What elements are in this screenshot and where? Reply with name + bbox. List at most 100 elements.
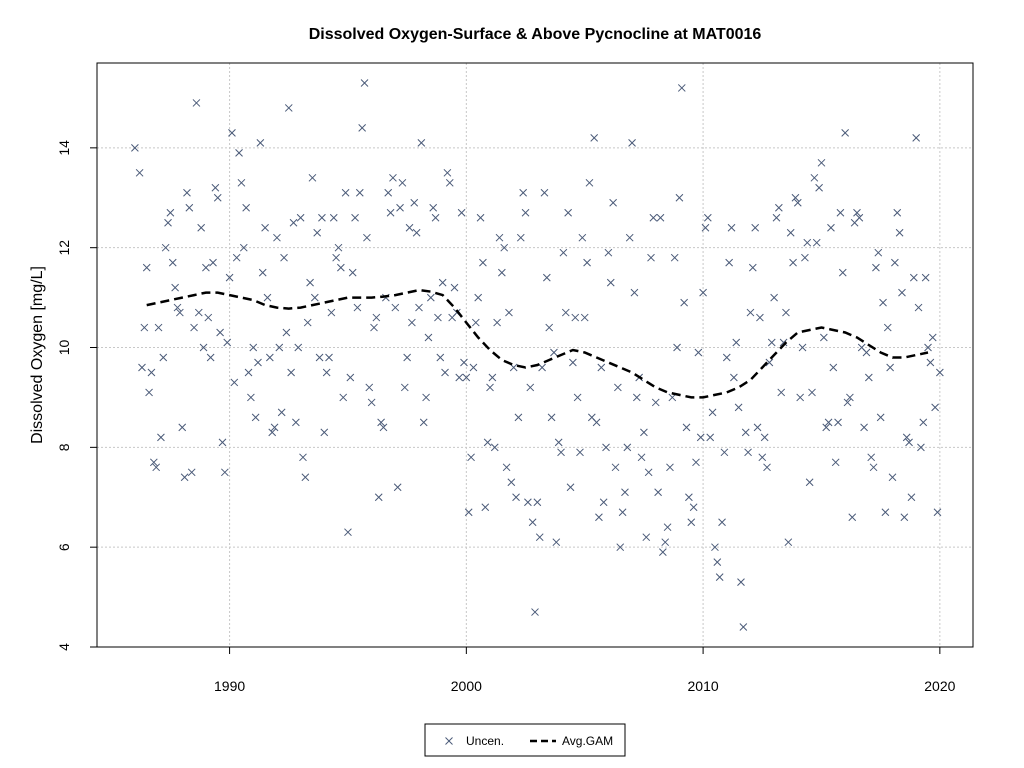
data-point [495, 233, 504, 242]
data-point [583, 258, 591, 267]
data-point [223, 338, 232, 347]
data-point [187, 468, 196, 477]
data-point [625, 233, 634, 242]
data-point [498, 268, 506, 277]
data-point [879, 298, 887, 307]
data-point [734, 403, 743, 412]
data-point [173, 303, 182, 312]
data-point [843, 398, 852, 407]
data-point [166, 208, 175, 217]
data-point [365, 383, 374, 392]
data-point [876, 413, 885, 422]
data-point [767, 338, 776, 347]
data-point [521, 208, 530, 217]
data-point [145, 388, 153, 397]
data-point [393, 483, 402, 492]
data-point [360, 79, 369, 87]
data-point [751, 223, 760, 232]
data-point [325, 353, 333, 362]
data-point [415, 303, 423, 312]
data-point [722, 353, 731, 362]
data-point [178, 423, 187, 432]
legend: Uncen. Avg.GAM [424, 723, 626, 757]
data-point [531, 608, 539, 616]
data-point [265, 353, 274, 362]
data-point [363, 233, 371, 242]
data-point [760, 433, 769, 442]
data-point [542, 273, 551, 282]
data-point [225, 273, 234, 282]
data-point [199, 343, 208, 352]
data-point [273, 233, 281, 242]
data-point [296, 213, 305, 222]
data-point [614, 383, 622, 392]
data-point [408, 318, 416, 327]
data-point [711, 543, 719, 552]
data-point [183, 188, 191, 197]
data-point [391, 303, 400, 312]
data-point [540, 188, 549, 197]
data-point [301, 473, 310, 482]
data-point [666, 463, 674, 472]
data-point [692, 458, 700, 467]
data-point [405, 223, 414, 232]
data-point [474, 293, 483, 302]
axes: 1990 2000 2010 2020 4 6 8 10 12 14 [56, 140, 956, 694]
data-point [670, 253, 679, 262]
y-tick-label: 6 [56, 543, 72, 551]
data-point [746, 308, 755, 317]
data-point [805, 478, 814, 487]
data-point [753, 423, 762, 432]
data-point [590, 134, 599, 142]
data-point [168, 258, 177, 267]
data-point [694, 348, 703, 357]
data-point [924, 343, 932, 352]
data-point [895, 228, 904, 237]
data-point [573, 393, 582, 402]
data-point [846, 393, 854, 402]
data-point [282, 328, 291, 337]
data-point [898, 288, 906, 297]
data-point [228, 129, 236, 137]
data-point [689, 503, 698, 512]
data-point [516, 233, 525, 242]
data-point [370, 323, 378, 332]
data-point [637, 453, 646, 462]
data-point [476, 213, 485, 222]
data-point [732, 338, 741, 347]
data-point [836, 208, 845, 217]
data-point [377, 418, 385, 427]
data-point [815, 183, 823, 192]
data-point [422, 393, 430, 402]
data-point [211, 183, 220, 192]
data-point [237, 178, 246, 187]
data-point [464, 508, 473, 517]
data-point [777, 388, 786, 397]
data-point [135, 168, 144, 177]
data-point [287, 368, 295, 377]
data-point [524, 498, 532, 507]
data-point [891, 258, 899, 267]
data-point [907, 493, 916, 502]
data-point [727, 223, 736, 232]
data-point [142, 263, 151, 272]
data-point [616, 543, 625, 552]
grid [97, 63, 973, 648]
data-point [481, 503, 490, 512]
data-point [419, 418, 428, 427]
data-point [159, 353, 168, 362]
data-point [213, 193, 222, 202]
data-point [748, 263, 757, 272]
data-point [793, 198, 802, 207]
data-point [860, 423, 868, 432]
data-point [320, 428, 329, 437]
data-point [557, 448, 565, 457]
data-point [883, 323, 892, 332]
data-point [528, 518, 537, 527]
data-point [855, 213, 864, 222]
data-point [194, 308, 203, 317]
data-point [654, 488, 662, 497]
data-point [881, 508, 890, 517]
data-point [483, 438, 492, 447]
data-point [154, 323, 163, 332]
